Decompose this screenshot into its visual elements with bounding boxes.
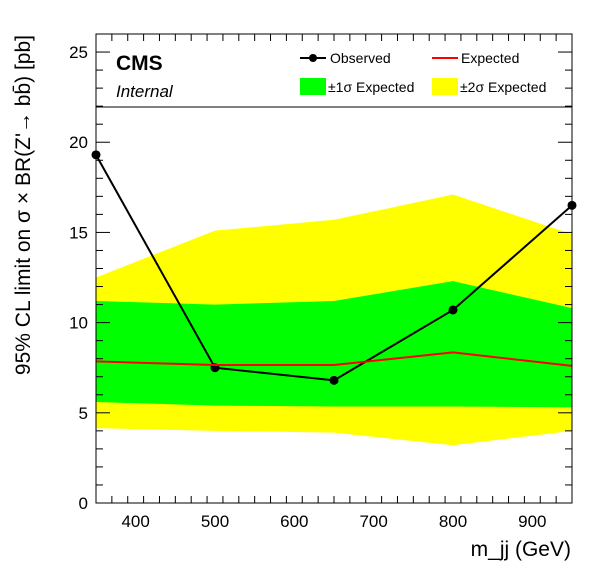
y-axis-title: 95% CL limit on σ × BR(Z'→ bb̄) [pb] xyxy=(12,35,35,375)
legend-2sigma-label: ±2σ Expected xyxy=(460,79,546,95)
x-tick-label: 700 xyxy=(359,512,387,531)
legend-1sigma-swatch xyxy=(300,78,326,95)
x-tick-label: 600 xyxy=(280,512,308,531)
observed-point xyxy=(330,376,339,385)
y-tick-label: 0 xyxy=(79,494,88,513)
status-label: Internal xyxy=(116,82,174,101)
x-tick-label: 500 xyxy=(201,512,229,531)
legend-item-1sigma: ±1σ Expected xyxy=(300,78,414,95)
y-tick-label: 20 xyxy=(69,133,88,152)
legend-item-2sigma: ±2σ Expected xyxy=(432,78,546,95)
legend-observed-label: Observed xyxy=(330,50,391,66)
x-tick-label: 400 xyxy=(121,512,149,531)
experiment-label: CMS xyxy=(116,52,163,75)
y-tick-label: 10 xyxy=(69,314,88,333)
x-axis-title: m_jj (GeV) xyxy=(471,538,571,561)
x-tick-label: 800 xyxy=(439,512,467,531)
observed-point xyxy=(449,305,458,314)
y-tick-label: 25 xyxy=(69,43,88,62)
x-tick-label: 900 xyxy=(518,512,546,531)
legend-2sigma-swatch xyxy=(432,78,458,95)
legend-expected-label: Expected xyxy=(461,50,519,66)
y-tick-label: 15 xyxy=(69,223,88,242)
legend-1sigma-label: ±1σ Expected xyxy=(328,79,414,95)
y-tick-label: 5 xyxy=(79,404,88,423)
legend-observed-marker xyxy=(309,54,317,62)
bands-layer xyxy=(96,195,572,446)
